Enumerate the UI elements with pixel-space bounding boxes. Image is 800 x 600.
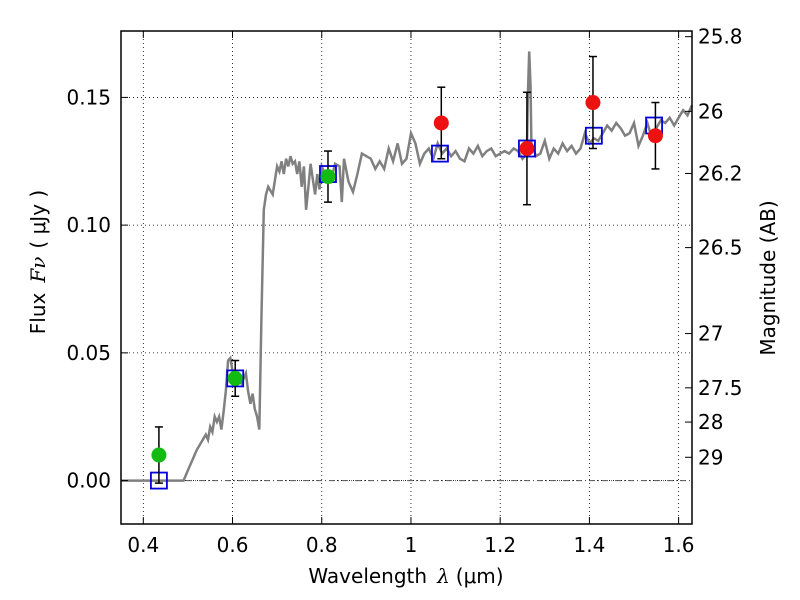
y-tick-label: 0.15: [66, 85, 111, 109]
y2-tick-label: 25.8: [698, 25, 743, 49]
tick-labels: 0.4 0.6 0.8 1 1.2 1.4 1.6 0.00 0.05 0.10 0.15 25.8 2…: [66, 25, 742, 557]
y-tick-label: 0.10: [66, 213, 111, 237]
y-tick-label: 0.05: [66, 341, 111, 365]
y2-tick-label: 26: [698, 99, 723, 123]
x-tick-label: 0.4: [127, 533, 159, 557]
observed-point: [320, 169, 336, 185]
y2-tick-label: 27.5: [698, 376, 743, 400]
x-tick-label: 1: [405, 533, 418, 557]
observed-point: [647, 128, 663, 144]
data-points: [150, 55, 663, 490]
x-tick-label: 0.6: [217, 533, 249, 557]
x-tick-label: 1.6: [663, 533, 695, 557]
x-tick-label: 1.4: [573, 533, 605, 557]
plot-frame: [120, 30, 693, 525]
axis-ticks: [121, 31, 692, 524]
x-tick-label: 1.2: [484, 533, 516, 557]
observed-point: [519, 141, 535, 157]
observed-point: [151, 447, 167, 463]
y2-tick-label: 29: [698, 445, 723, 469]
y2-tick-label: 26.2: [698, 161, 743, 185]
y2-axis-title: Magnitude (AB): [756, 200, 780, 355]
y2-tick-label: 27: [698, 322, 723, 346]
x-tick-label: 0.8: [306, 533, 338, 557]
model-spectrum-line: [121, 51, 694, 482]
y-axis-title: FluxFν( μJy ): [26, 190, 50, 334]
model-photometry-square: [431, 144, 449, 163]
y2-tick-label: 26.5: [698, 236, 743, 260]
grid: [121, 31, 692, 524]
y-tick-label: 0.00: [66, 469, 111, 493]
y2-tick-label: 28: [698, 410, 723, 434]
observed-point: [585, 95, 601, 111]
observed-point: [227, 370, 243, 386]
observed-point: [433, 115, 449, 131]
x-axis-title: Wavelength λ (μm): [308, 564, 503, 588]
model-photometry-square: [584, 126, 603, 145]
